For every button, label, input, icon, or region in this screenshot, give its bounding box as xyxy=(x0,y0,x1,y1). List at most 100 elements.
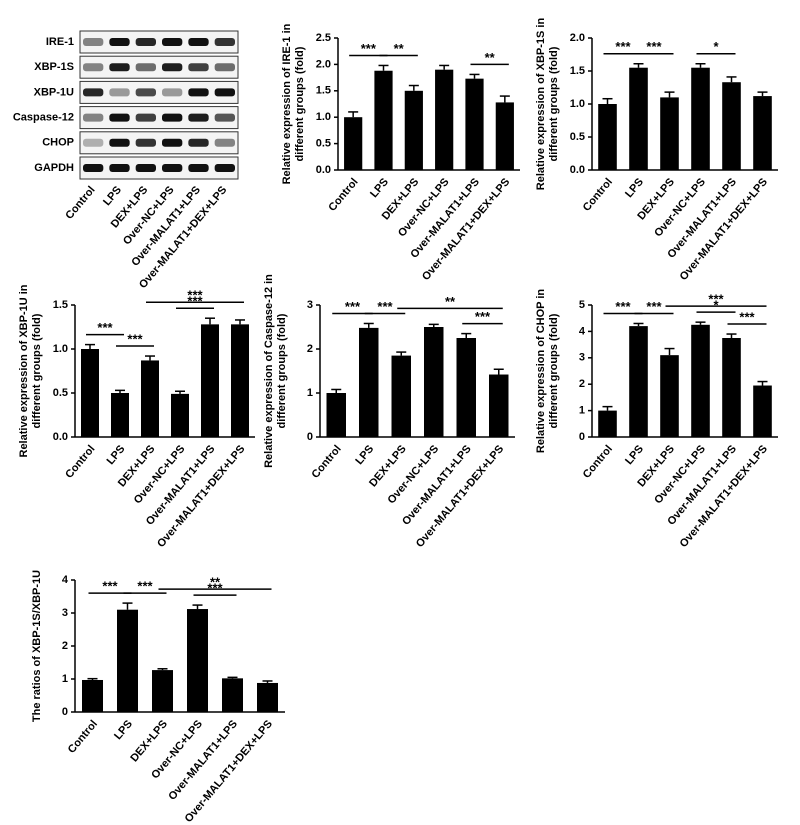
significance-label: *** xyxy=(615,39,631,54)
blot-band xyxy=(83,63,104,72)
y-tick-label: 2 xyxy=(62,640,68,652)
bar xyxy=(691,67,710,170)
bar xyxy=(82,679,103,712)
y-tick-label: 5 xyxy=(579,299,585,311)
x-tick-label: LPS xyxy=(105,443,128,467)
blot-band xyxy=(214,63,235,72)
bar xyxy=(374,70,393,170)
y-tick-label: 2 xyxy=(307,343,313,355)
blot-band xyxy=(214,38,235,46)
blot-band xyxy=(135,63,156,72)
blot-band xyxy=(188,138,209,147)
y-tick-label: 3 xyxy=(62,607,68,619)
blot-band xyxy=(214,138,235,147)
bar xyxy=(222,678,243,712)
y-axis-label: The ratios of XBP-1S/XBP-1U xyxy=(31,570,43,722)
x-tick-label: Control xyxy=(63,443,97,481)
blot-lane-label: LPS xyxy=(101,184,124,208)
x-tick-label: LPS xyxy=(368,176,391,200)
y-tick-label: 4 xyxy=(62,574,69,586)
bar xyxy=(722,82,741,170)
x-tick-label: LPS xyxy=(623,443,646,467)
significance-label: *** xyxy=(102,579,118,594)
y-tick-label: 4 xyxy=(579,325,586,337)
y-axis-label: different groups (fold) xyxy=(31,313,43,428)
bar xyxy=(660,355,679,437)
bar xyxy=(424,327,444,437)
y-tick-label: 0 xyxy=(579,431,585,443)
blot-band xyxy=(162,38,183,46)
blot-band xyxy=(135,38,156,46)
significance-label: *** xyxy=(615,299,631,314)
y-tick-label: 0.0 xyxy=(316,164,331,176)
significance-label: *** xyxy=(97,320,113,335)
significance-label: *** xyxy=(345,299,361,314)
significance-label: * xyxy=(713,298,719,313)
significance-label: *** xyxy=(187,288,203,303)
y-tick-label: 3 xyxy=(579,352,585,364)
y-axis-label: Relative expression of IRE-1 in xyxy=(281,23,293,184)
blot-frame xyxy=(79,106,239,130)
bar xyxy=(456,338,476,437)
y-tick-label: 1 xyxy=(62,673,68,685)
y-axis-label: different groups (fold) xyxy=(276,313,288,428)
blot-row-label: Caspase-12 xyxy=(13,112,74,124)
bar xyxy=(598,104,617,170)
y-axis-label: Relative expression of CHOP in xyxy=(535,289,547,454)
y-tick-label: 2.5 xyxy=(316,32,331,44)
blot-band xyxy=(135,113,156,122)
x-tick-label: Control xyxy=(309,443,343,481)
blot-band xyxy=(83,38,104,46)
blot-band xyxy=(109,113,130,122)
blot-band xyxy=(109,63,130,72)
significance-label: *** xyxy=(377,299,393,314)
significance-label: *** xyxy=(708,292,724,307)
blot-band xyxy=(135,88,156,97)
significance-label: ** xyxy=(445,294,456,309)
bar xyxy=(753,385,772,437)
blot-row-label: XBP-1U xyxy=(34,86,74,98)
y-tick-label: 0 xyxy=(62,706,68,718)
bar xyxy=(257,682,278,712)
y-tick-label: 1.5 xyxy=(53,299,68,311)
y-tick-label: 0.0 xyxy=(570,164,585,176)
blot-band xyxy=(83,88,104,97)
bar xyxy=(435,69,454,170)
blot-band xyxy=(109,138,130,147)
y-tick-label: 2 xyxy=(579,378,585,390)
y-tick-label: 1.0 xyxy=(570,98,585,110)
y-tick-label: 0.5 xyxy=(53,387,68,399)
bar xyxy=(187,609,208,712)
x-tick-label: LPS xyxy=(112,718,135,742)
blot-band xyxy=(188,164,209,172)
bar xyxy=(495,102,514,170)
bar xyxy=(344,117,363,170)
y-tick-label: 0 xyxy=(307,431,313,443)
y-axis-label: Relative expression of XBP-1S in xyxy=(535,18,547,191)
blot-band xyxy=(162,113,183,122)
blot-band xyxy=(162,138,183,147)
bar xyxy=(141,360,159,437)
y-tick-label: 1.0 xyxy=(53,343,68,355)
bar xyxy=(152,670,173,712)
blot-band xyxy=(214,88,235,97)
bar xyxy=(660,97,679,170)
blot-row-label: XBP-1S xyxy=(34,61,74,73)
blot-band xyxy=(109,38,130,46)
bar xyxy=(691,324,710,437)
blot-frame xyxy=(79,156,239,180)
significance-label: *** xyxy=(207,581,223,596)
bar xyxy=(404,90,423,170)
bar xyxy=(629,67,648,170)
significance-label: *** xyxy=(187,294,203,309)
blot-frame xyxy=(79,55,239,79)
y-tick-label: 1 xyxy=(579,405,585,417)
y-axis-label: Relative expression of Caspase-12 in xyxy=(263,274,275,468)
y-axis-label: different groups (fold) xyxy=(294,46,306,161)
y-tick-label: 1.0 xyxy=(316,111,331,123)
blot-band xyxy=(214,164,235,172)
blot-band xyxy=(135,164,156,172)
x-tick-label: Control xyxy=(581,443,615,481)
blot-band xyxy=(188,38,209,46)
